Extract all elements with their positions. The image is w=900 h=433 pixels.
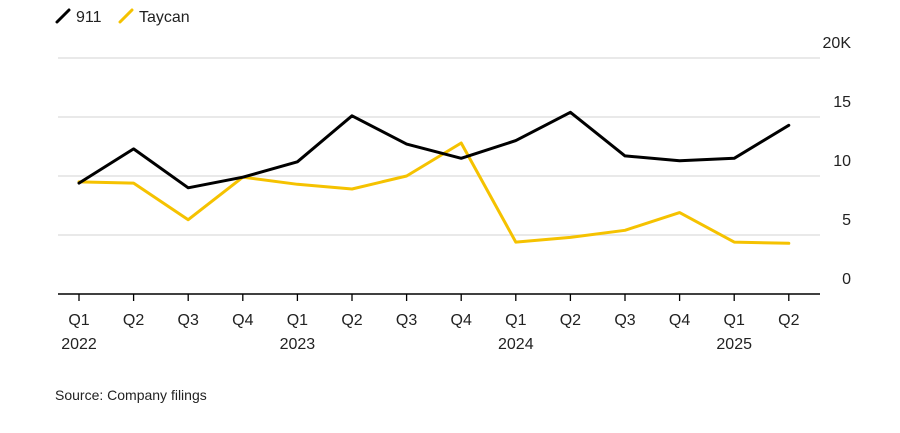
legend-label-taycan: Taycan bbox=[139, 9, 190, 26]
legend: 911 Taycan bbox=[55, 8, 190, 26]
x-tick-label: Q3 bbox=[178, 312, 199, 329]
y-tick-label: 15 bbox=[833, 94, 851, 111]
x-tick-label: Q2 bbox=[560, 312, 581, 329]
x-tick-label: Q4 bbox=[451, 312, 472, 329]
x-tick-label: Q4 bbox=[232, 312, 253, 329]
x-year-label: 2022 bbox=[61, 336, 97, 353]
y-tick-label: 0 bbox=[842, 271, 851, 288]
x-tick-label: Q1 bbox=[68, 312, 89, 329]
x-tick-label: Q1 bbox=[724, 312, 745, 329]
series-line-taycan bbox=[77, 141, 791, 245]
y-tick-label: 5 bbox=[842, 212, 851, 229]
y-tick-label: 20K bbox=[823, 35, 852, 52]
legend-swatch-taycan bbox=[118, 8, 134, 24]
x-tick-label: Q1 bbox=[505, 312, 526, 329]
legend-swatch-911 bbox=[55, 8, 71, 24]
y-tick-label: 10 bbox=[833, 153, 851, 170]
legend-label-911: 911 bbox=[76, 9, 102, 26]
x-tick-label: Q2 bbox=[341, 312, 362, 329]
gridlines bbox=[58, 57, 820, 236]
source-note: Source: Company filings bbox=[55, 387, 207, 403]
x-tick-label: Q2 bbox=[778, 312, 799, 329]
x-year-label: 2025 bbox=[716, 336, 752, 353]
x-tick-label: Q3 bbox=[396, 312, 417, 329]
x-tick-label: Q1 bbox=[287, 312, 308, 329]
x-year-label: 2023 bbox=[280, 336, 316, 353]
series-lines bbox=[77, 110, 791, 245]
x-tick-label: Q2 bbox=[123, 312, 144, 329]
x-axis: Q1 Q2 Q3 Q4 Q1 Q2 Q3 Q4 Q1 Q2 Q3 Q4 Q1 Q2 2022 2023 2024… bbox=[58, 293, 820, 353]
x-tick-label: Q3 bbox=[614, 312, 635, 329]
y-axis-ticks: 0 5 10 15 20K bbox=[823, 35, 852, 288]
series-line-911 bbox=[77, 110, 791, 190]
x-year-label: 2024 bbox=[498, 336, 534, 353]
x-tick-label: Q4 bbox=[669, 312, 690, 329]
